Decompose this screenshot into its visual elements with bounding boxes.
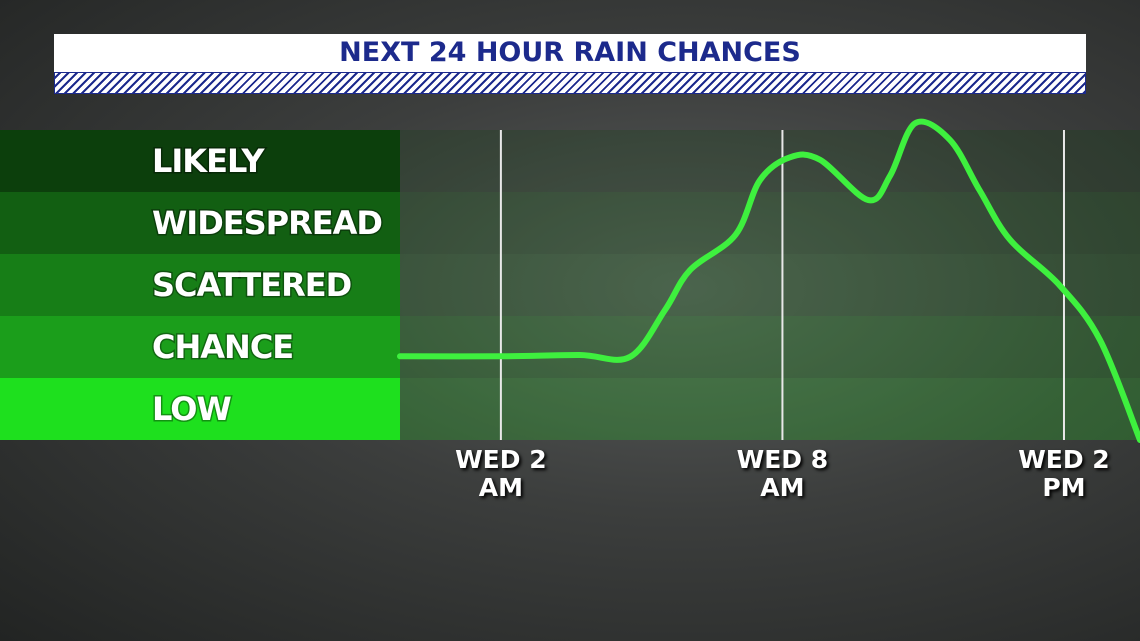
- title-stripe: [54, 72, 1086, 94]
- band-label-box: [0, 378, 400, 440]
- band-label-box: [0, 254, 400, 316]
- x-tick-label: WED 2 AM: [455, 445, 547, 502]
- rain-chance-line: [397, 118, 1140, 443]
- y-tick-label: WIDESPREAD: [152, 204, 382, 242]
- band-label-box: [0, 192, 400, 254]
- band: [400, 316, 1140, 378]
- y-tick-label: LOW: [152, 390, 231, 428]
- band: [400, 130, 1140, 192]
- y-tick-label: CHANCE: [152, 328, 293, 366]
- band: [400, 378, 1140, 440]
- chart-title: NEXT 24 HOUR RAIN CHANCES: [54, 34, 1086, 72]
- band-label-box: [0, 316, 400, 378]
- y-tick-label: SCATTERED: [152, 266, 351, 304]
- band: [400, 254, 1140, 316]
- band: [400, 192, 1140, 254]
- x-tick-label: WED 2 PM: [1018, 445, 1110, 502]
- x-tick-label: WED 8 AM: [736, 445, 829, 502]
- band-label-box: [0, 130, 400, 192]
- y-tick-label: LIKELY: [152, 142, 265, 180]
